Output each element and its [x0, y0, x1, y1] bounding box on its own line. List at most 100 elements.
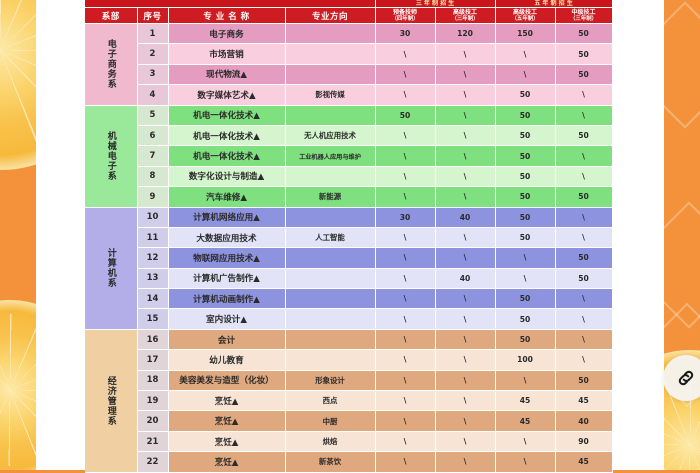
content-card: 三 年 制 招 生 五 年 制 招 生 系部 序号 专 业 名 称 专业方向 预… — [36, 0, 700, 473]
count-cell-n1: \ — [375, 370, 436, 391]
count-cell-n1: \ — [375, 125, 436, 146]
count-cell-n1: 50 — [375, 105, 436, 126]
table-row: 9 汽车维修▲ 新能源 \ \ 50 50 — [85, 186, 613, 208]
col-header-dept: 系部 — [85, 7, 138, 24]
count-cell-n4: 50 — [555, 247, 613, 269]
seq-cell: 10 — [137, 207, 169, 228]
count-cell-n3: 50 — [495, 186, 556, 208]
direction-cell: 中厨 — [285, 410, 376, 432]
count-cell-n2: \ — [435, 64, 496, 85]
direction-cell — [285, 268, 376, 289]
count-cell-n4: \ — [555, 166, 613, 187]
count-cell-n4: 50 — [555, 186, 613, 208]
major-cell: 计算机网络应用▲ — [168, 207, 286, 228]
count-cell-n3: 50 — [495, 227, 556, 248]
enrollment-table-wrapper: 三 年 制 招 生 五 年 制 招 生 系部 序号 专 业 名 称 专业方向 预… — [85, 0, 613, 473]
count-cell-n4: 45 — [555, 451, 613, 473]
count-cell-n1: 30 — [375, 207, 436, 228]
group-header-spacer — [85, 0, 376, 8]
count-cell-n4: \ — [555, 227, 613, 248]
seq-cell: 19 — [137, 390, 169, 411]
count-cell-n2: \ — [435, 410, 496, 432]
seq-cell: 8 — [137, 166, 169, 187]
count-cell-n1: \ — [375, 349, 436, 371]
table-row: 经济管理系 16 会计 \ \ 50 \ — [85, 329, 613, 473]
count-cell-n2: \ — [435, 227, 496, 248]
link-icon — [678, 370, 694, 386]
seq-cell: 12 — [137, 247, 169, 269]
table-row: 4 数字媒体艺术▲ 影视传媒 \ \ 50 \ — [85, 84, 613, 106]
count-cell-n4: \ — [555, 105, 613, 126]
table-row: 6 机电一体化技术▲ 无人机应用技术 \ \ 50 50 — [85, 125, 613, 146]
seq-cell: 15 — [137, 308, 169, 330]
table-row: 2 市场营销 \ \ \ 50 — [85, 43, 613, 65]
col-header-n2-sub: （三年制） — [451, 15, 479, 22]
seq-cell: 14 — [137, 288, 169, 309]
major-cell: 室内设计▲ — [168, 308, 286, 330]
seq-cell: 16 — [137, 329, 169, 350]
count-cell-n1: \ — [375, 390, 436, 411]
direction-cell — [285, 288, 376, 309]
count-cell-n3: 50 — [495, 308, 556, 330]
count-cell-n2: \ — [435, 186, 496, 208]
count-cell-n4: 50 — [555, 370, 613, 391]
major-cell: 烹饪▲ — [168, 431, 286, 452]
count-cell-n2: \ — [435, 370, 496, 391]
seq-cell: 17 — [137, 349, 169, 371]
link-button[interactable] — [663, 355, 700, 401]
major-cell: 烹饪▲ — [168, 451, 286, 473]
table-row: 机械电子系 5 机电一体化技术▲ 50 \ 50 \ — [85, 105, 613, 208]
major-cell: 会计 — [168, 329, 286, 350]
direction-cell: 形象设计 — [285, 370, 376, 391]
direction-cell: 新能源 — [285, 186, 376, 208]
enrollment-table: 三 年 制 招 生 五 年 制 招 生 系部 序号 专 业 名 称 专业方向 预… — [85, 0, 613, 473]
count-cell-n1: \ — [375, 431, 436, 452]
col-header-n1-label: 预备技师 — [392, 8, 417, 16]
count-cell-n2: \ — [435, 308, 496, 330]
count-cell-n4: \ — [555, 207, 613, 228]
count-cell-n2: \ — [435, 43, 496, 65]
direction-cell — [285, 166, 376, 187]
table-row: 12 物联网应用技术▲ \ \ \ 50 — [85, 247, 613, 269]
count-cell-n4: \ — [555, 308, 613, 330]
direction-cell — [285, 43, 376, 65]
count-cell-n1: \ — [375, 84, 436, 106]
count-cell-n4: 50 — [555, 43, 613, 65]
count-cell-n1: 30 — [375, 23, 436, 44]
seq-cell: 11 — [137, 227, 169, 248]
direction-cell — [285, 329, 376, 350]
major-cell: 现代物流▲ — [168, 64, 286, 85]
count-cell-n2: \ — [435, 431, 496, 452]
col-header-n3-sub: （五年制） — [511, 15, 539, 22]
col-header-n4-label: 中级技工 — [571, 8, 596, 16]
major-cell: 烹饪▲ — [168, 410, 286, 432]
table-row: 21 烹饪▲ 烘焙 \ \ \ 90 — [85, 431, 613, 452]
major-cell: 物联网应用技术▲ — [168, 247, 286, 269]
table-row: 18 美容美发与造型（化妆） 形象设计 \ \ \ 50 — [85, 370, 613, 391]
count-cell-n4: 90 — [555, 431, 613, 452]
seq-cell: 4 — [137, 84, 169, 106]
count-cell-n3: \ — [495, 64, 556, 85]
group-header-5year: 五 年 制 招 生 — [495, 0, 613, 8]
count-cell-n3: 50 — [495, 166, 556, 187]
seq-cell: 7 — [137, 145, 169, 167]
count-cell-n3: \ — [495, 370, 556, 391]
col-header-major: 专 业 名 称 — [168, 7, 286, 24]
major-cell: 市场营销 — [168, 43, 286, 65]
seq-cell: 22 — [137, 451, 169, 473]
count-cell-n1: \ — [375, 186, 436, 208]
count-cell-n1: \ — [375, 451, 436, 473]
count-cell-n3: 50 — [495, 125, 556, 146]
table-row: 11 大数据应用技术 人工智能 \ \ 50 \ — [85, 227, 613, 248]
dept-cell: 计算机系 — [85, 207, 138, 330]
table-row: 17 幼儿教育 \ \ 100 \ — [85, 349, 613, 371]
count-cell-n4: 45 — [555, 390, 613, 411]
major-cell: 幼儿教育 — [168, 349, 286, 371]
direction-cell — [285, 23, 376, 44]
col-header-n2-label: 高级技工 — [453, 8, 478, 16]
major-cell: 计算机动画制作▲ — [168, 288, 286, 309]
count-cell-n3: 50 — [495, 145, 556, 167]
count-cell-n3: \ — [495, 451, 556, 473]
count-cell-n2: 40 — [435, 268, 496, 289]
count-cell-n2: \ — [435, 84, 496, 106]
